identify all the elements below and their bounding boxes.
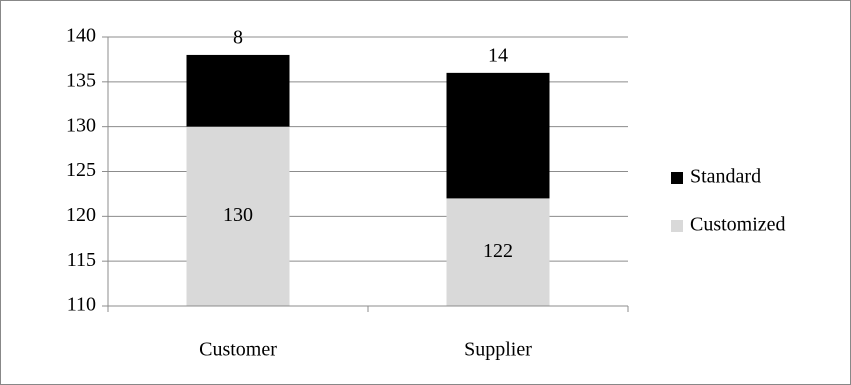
legend-label: Customized bbox=[690, 214, 786, 236]
data-label: 122 bbox=[483, 240, 513, 262]
y-tick-label: 130 bbox=[66, 114, 96, 136]
x-tick-label: Supplier bbox=[464, 339, 532, 361]
data-label: 14 bbox=[488, 44, 508, 66]
bar-segment bbox=[186, 126, 290, 307]
y-tick-label: 135 bbox=[66, 69, 96, 91]
data-label: 8 bbox=[233, 27, 243, 49]
legend-label: Standard bbox=[690, 166, 761, 188]
bar-segment bbox=[446, 198, 550, 306]
y-tick-label: 125 bbox=[66, 159, 96, 181]
data-label: 130 bbox=[223, 204, 253, 226]
y-tick-label: 120 bbox=[66, 204, 96, 226]
legend-swatch bbox=[671, 220, 683, 232]
x-tick-label: Customer bbox=[199, 339, 277, 361]
legend-swatch bbox=[671, 172, 683, 184]
bar-segment bbox=[446, 72, 550, 199]
y-tick-label: 110 bbox=[67, 294, 96, 316]
y-tick-label: 115 bbox=[67, 249, 96, 271]
bar-segment bbox=[186, 54, 290, 127]
y-tick-label: 140 bbox=[66, 25, 96, 47]
